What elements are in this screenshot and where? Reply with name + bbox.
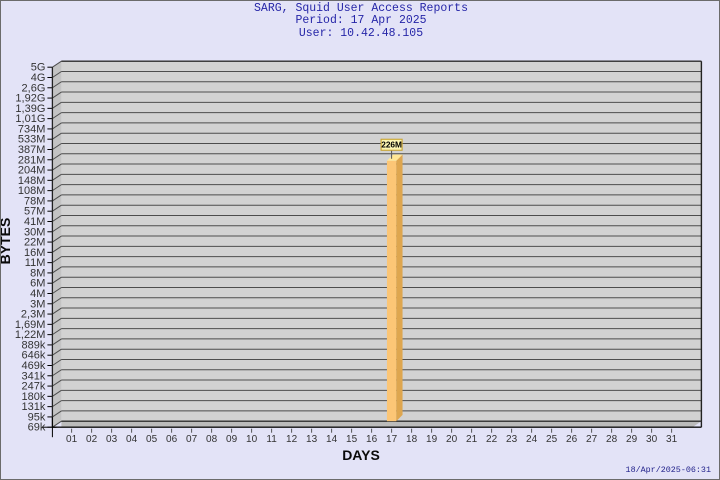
svg-text:226M: 226M bbox=[381, 140, 402, 150]
svg-text:25: 25 bbox=[546, 434, 558, 445]
svg-text:08: 08 bbox=[206, 434, 218, 445]
svg-text:27: 27 bbox=[586, 434, 598, 445]
svg-text:18: 18 bbox=[406, 434, 418, 445]
svg-text:10: 10 bbox=[246, 434, 258, 445]
svg-text:03: 03 bbox=[106, 434, 118, 445]
svg-text:28: 28 bbox=[606, 434, 618, 445]
svg-text:12: 12 bbox=[286, 434, 298, 445]
svg-text:11: 11 bbox=[266, 434, 277, 445]
svg-text:23: 23 bbox=[506, 434, 518, 445]
svg-text:16: 16 bbox=[366, 434, 378, 445]
svg-text:05: 05 bbox=[146, 434, 158, 445]
svg-text:24: 24 bbox=[526, 434, 538, 445]
svg-text:31: 31 bbox=[666, 434, 678, 445]
svg-text:22: 22 bbox=[486, 434, 498, 445]
svg-text:15: 15 bbox=[346, 434, 358, 445]
svg-text:26: 26 bbox=[566, 434, 578, 445]
svg-text:07: 07 bbox=[186, 434, 198, 445]
svg-text:30: 30 bbox=[646, 434, 658, 445]
svg-text:02: 02 bbox=[86, 434, 98, 445]
svg-text:01: 01 bbox=[66, 434, 78, 445]
svg-text:20: 20 bbox=[446, 434, 458, 445]
svg-text:13: 13 bbox=[306, 434, 318, 445]
svg-text:04: 04 bbox=[126, 434, 138, 445]
svg-text:09: 09 bbox=[226, 434, 238, 445]
svg-text:14: 14 bbox=[326, 434, 338, 445]
svg-text:17: 17 bbox=[386, 434, 398, 445]
svg-text:19: 19 bbox=[426, 434, 438, 445]
svg-text:06: 06 bbox=[166, 434, 178, 445]
svg-text:21: 21 bbox=[466, 434, 478, 445]
svg-text:29: 29 bbox=[626, 434, 638, 445]
